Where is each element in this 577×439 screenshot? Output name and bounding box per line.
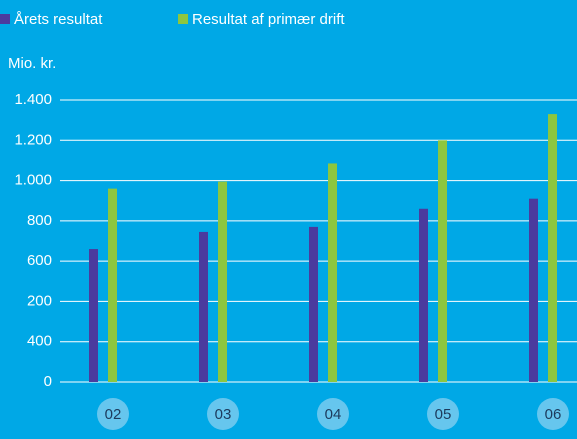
unit-label: Mio. kr. [8,55,56,72]
x-tick-badge [317,398,349,430]
y-tick-label: 200 [27,292,52,309]
legend-label: Årets resultat [14,11,103,28]
x-tick-label: 03 [215,406,232,423]
x-tick-label: 05 [435,406,452,423]
bar [199,231,208,382]
bar [108,188,117,382]
y-tick-label: 400 [27,333,52,350]
bar [218,181,227,382]
y-tick-label: 800 [27,212,52,229]
bar [438,140,447,382]
bar [309,226,318,382]
y-tick-label: 0 [44,373,52,390]
y-tick-label: 1.400 [14,91,52,108]
bar [529,198,538,382]
x-tick-label: 02 [105,406,122,423]
x-tick-badge [537,398,569,430]
bar [548,114,557,382]
legend-label: Resultat af primær drift [192,11,345,28]
y-tick-label: 1.200 [14,131,52,148]
bar [419,208,428,382]
legend-swatch [0,14,10,24]
y-tick-label: 1.000 [14,172,52,189]
legend-swatch [178,14,188,24]
x-tick-badge [207,398,239,430]
bar [328,163,337,382]
x-tick-label: 04 [325,406,342,423]
bar [89,249,98,382]
x-tick-badge [427,398,459,430]
x-tick-label: 06 [545,406,562,423]
x-tick-badge [97,398,129,430]
y-tick-label: 600 [27,252,52,269]
